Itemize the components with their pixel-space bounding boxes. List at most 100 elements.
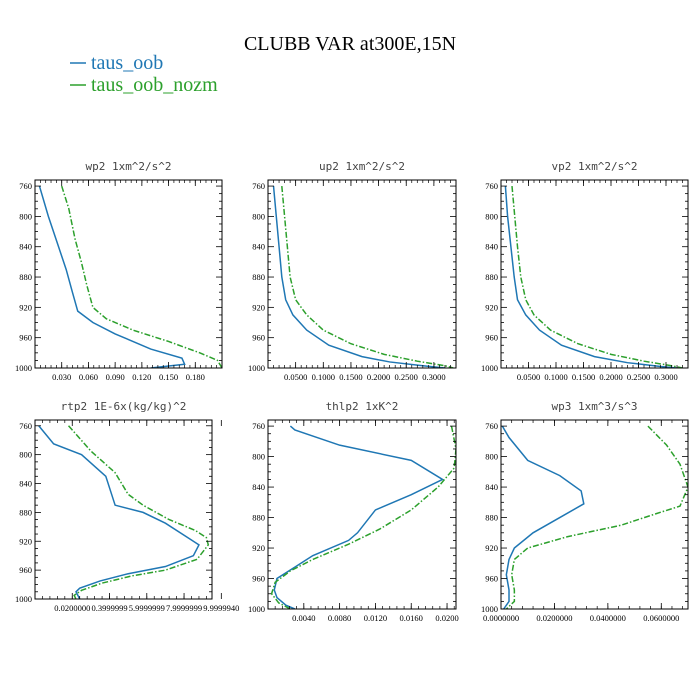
series-line-taus-oob-nozm [511, 185, 683, 368]
y-tick-label: 880 [485, 513, 498, 523]
y-tick-label: 840 [19, 242, 32, 252]
x-tick-label: 5.9999999 [129, 603, 165, 613]
panel-title: wp2 1xm^2/s^2 [85, 160, 171, 173]
x-tick-label: 0.2000 [599, 372, 622, 382]
y-tick-label: 800 [252, 211, 265, 221]
y-tick-label: 800 [252, 452, 265, 462]
plot-frame [34, 179, 223, 369]
plot-frame [267, 179, 457, 369]
y-tick-label: 800 [19, 450, 32, 460]
x-tick-label: 0.150 [159, 372, 178, 382]
x-tick-label: 0.1000 [312, 372, 335, 382]
legend-label-taus-oob: taus_oob [91, 52, 163, 74]
x-tick-label: 0.3000 [422, 372, 445, 382]
y-tick-label: 760 [485, 181, 498, 191]
y-tick-label: 920 [252, 302, 265, 312]
legend-label-taus-oob-nozm: taus_oob_nozm [91, 74, 218, 96]
x-tick-label: 0.0040 [292, 613, 315, 623]
panel-title: wp3 1xm^3/s^3 [551, 400, 637, 413]
panel-title: vp2 1xm^2/s^2 [551, 160, 637, 173]
x-tick-label: 0.2500 [395, 372, 418, 382]
series-line-taus-oob-nozm [281, 185, 454, 368]
plot-frame [267, 419, 457, 610]
x-tick-label: 0.030 [52, 372, 71, 382]
x-tick-label: 0.0200000 [54, 603, 90, 613]
y-tick-label: 1000 [481, 604, 498, 614]
panel-title: thlp2 1xK^2 [326, 400, 399, 413]
y-tick-label: 960 [252, 333, 265, 343]
y-tick-label: 1000 [248, 363, 265, 373]
y-tick-label: 840 [252, 482, 265, 492]
y-tick-label: 880 [19, 272, 32, 282]
plot-frame [34, 419, 213, 600]
y-tick-label: 840 [19, 479, 32, 489]
x-tick-label: 0.1000 [544, 372, 567, 382]
x-tick-label: 0.3000 [654, 372, 677, 382]
x-tick-label: 7.9999999 [166, 603, 202, 613]
y-tick-label: 960 [485, 333, 498, 343]
x-tick-label: 0.0200000 [536, 613, 572, 623]
y-tick-label: 840 [252, 242, 265, 252]
panel-title: rtp2 1E-6x(kg/kg)^2 [61, 400, 187, 413]
series-line-taus-oob-nozm [67, 425, 210, 599]
y-tick-label: 760 [19, 421, 32, 431]
x-tick-label: 0.060 [79, 372, 98, 382]
series-line-taus-oob [504, 186, 678, 368]
x-tick-label: 0.120 [132, 372, 151, 382]
y-tick-label: 920 [485, 302, 498, 312]
y-tick-label: 800 [485, 211, 498, 221]
y-tick-label: 760 [485, 421, 498, 431]
x-tick-label: 0.2000 [367, 372, 390, 382]
plot-frame [500, 419, 689, 610]
y-tick-label: 1000 [15, 594, 32, 604]
series-line-taus-oob-nozm [505, 425, 688, 609]
x-tick-label: 0.180 [186, 372, 205, 382]
x-tick-label: 0.0200 [435, 613, 458, 623]
series-line-taus-oob-nozm [60, 185, 222, 368]
x-tick-label: 0.1500 [572, 372, 595, 382]
x-tick-label: 0.0400000 [590, 613, 626, 623]
x-tick-label: 0.3999999 [91, 603, 127, 613]
x-tick-label: 9.9999940 [203, 603, 239, 613]
y-tick-label: 840 [485, 242, 498, 252]
y-tick-label: 1000 [15, 363, 32, 373]
series-line-taus-oob [38, 425, 200, 599]
y-tick-label: 920 [19, 302, 32, 312]
panel-5: thlp2 1xK^2 760 800 840 880 920 960 1000 0.0040 0… [248, 400, 459, 623]
y-tick-label: 960 [252, 574, 265, 584]
panel-title: up2 1xm^2/s^2 [319, 160, 405, 173]
y-tick-label: 760 [252, 421, 265, 431]
y-tick-label: 880 [252, 272, 265, 282]
y-tick-label: 880 [485, 272, 498, 282]
x-tick-label: 0.0120 [364, 613, 387, 623]
x-tick-label: 0.0080 [328, 613, 351, 623]
y-tick-label: 920 [252, 543, 265, 553]
plot-frame [500, 179, 689, 369]
x-tick-label: 0.0500 [517, 372, 540, 382]
series-line-taus-oob [501, 425, 585, 609]
figure-title: CLUBB VAR at300E,15N [244, 33, 456, 55]
panel-3: vp2 1xm^2/s^2 760 800 840 880 920 960 1000 0.050… [481, 160, 689, 382]
x-tick-label: 0.0160 [400, 613, 423, 623]
y-tick-label: 800 [19, 211, 32, 221]
y-tick-label: 1000 [248, 604, 265, 614]
chart-panels: wp2 1xm^2/s^2 760 800 840 880 920 960 1000 0.030… [15, 160, 689, 623]
y-tick-label: 760 [19, 181, 32, 191]
y-tick-label: 960 [19, 333, 32, 343]
x-tick-label: 0.0500 [284, 372, 307, 382]
y-tick-label: 800 [485, 452, 498, 462]
y-tick-label: 840 [485, 482, 498, 492]
series-line-taus-oob [273, 425, 445, 609]
x-tick-label: 0.1500 [339, 372, 362, 382]
y-tick-label: 920 [19, 536, 32, 546]
legend: taus_oob taus_oob_nozm [70, 52, 218, 96]
series-line-taus-oob [272, 185, 446, 368]
series-line-taus-oob [38, 185, 186, 368]
panel-6: wp3 1xm^3/s^3 760 800 840 880 920 960 10000.000… [481, 400, 689, 623]
y-tick-label: 1000 [481, 363, 498, 373]
x-tick-label: 0.0600000 [643, 613, 679, 623]
y-tick-label: 760 [252, 181, 265, 191]
y-tick-label: 880 [252, 513, 265, 523]
y-tick-label: 920 [485, 543, 498, 553]
